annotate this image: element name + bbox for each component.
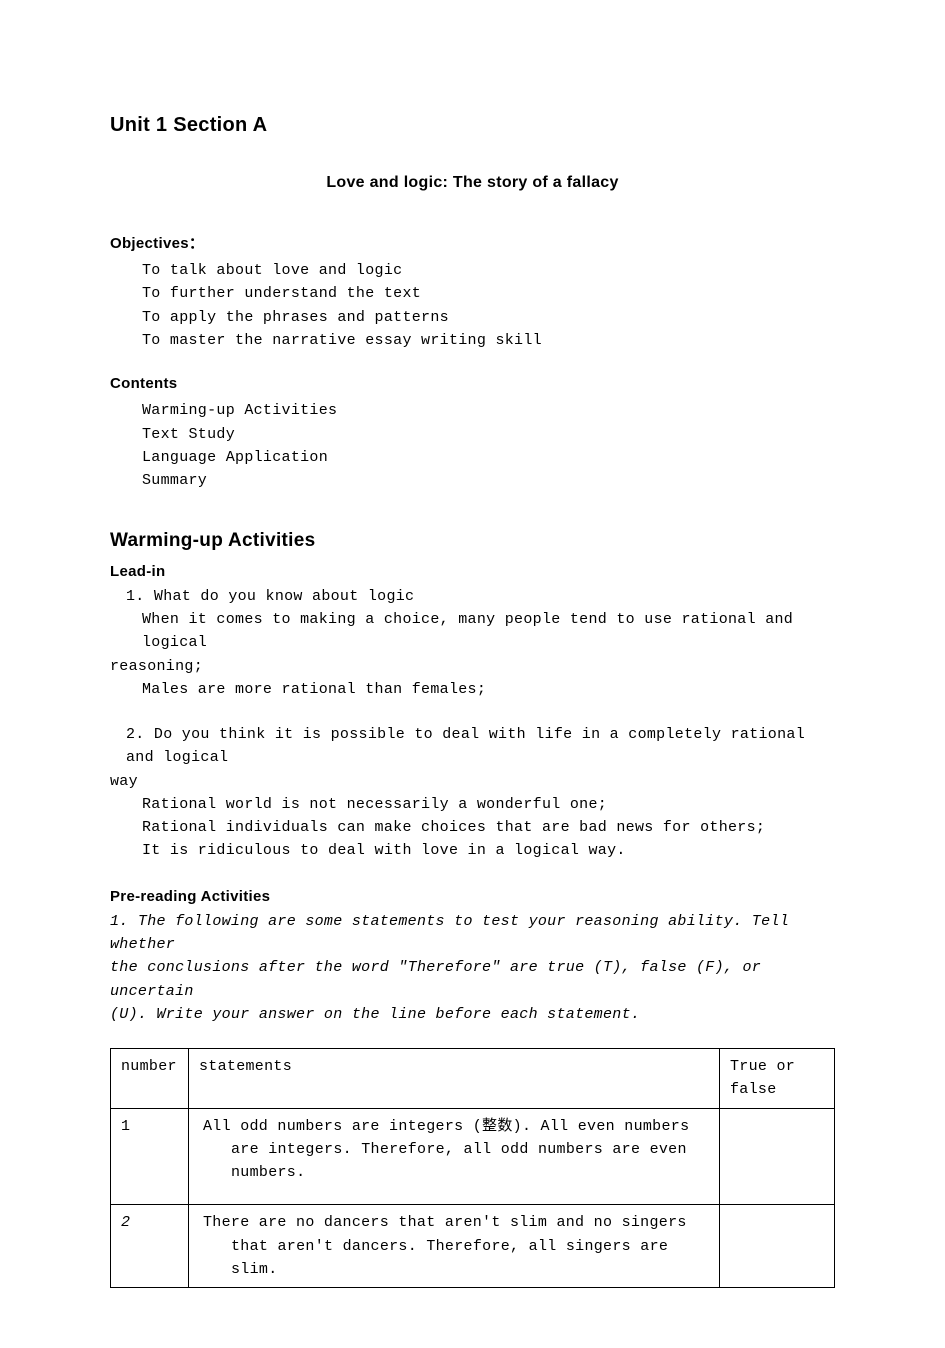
objectives-heading: Objectives： (110, 232, 835, 255)
leadin-q1-line: When it comes to making a choice, many p… (110, 608, 835, 655)
leadin-q2-line: It is ridiculous to deal with love in a … (110, 839, 835, 862)
leadin-q2-label: 2. Do you think it is possible to deal w… (110, 723, 835, 770)
table-row: 2 There are no dancers that aren't slim … (111, 1205, 835, 1288)
leadin-q2-line: Rational world is not necessarily a wond… (110, 793, 835, 816)
leadin-q2-line: Rational individuals can make choices th… (110, 816, 835, 839)
stmt-line: numbers. (203, 1161, 709, 1184)
contents-item: Warming-up Activities (110, 399, 835, 422)
prereading-intro-line: (U). Write your answer on the line befor… (110, 1003, 835, 1026)
stmt-line: are integers. Therefore, all odd numbers… (203, 1138, 709, 1161)
contents-item: Summary (110, 469, 835, 492)
subtitle: Love and logic: The story of a fallacy (110, 171, 835, 196)
stmt-line: that aren't dancers. Therefore, all sing… (203, 1235, 709, 1282)
table-row: 1 All odd numbers are integers (整数). All… (111, 1108, 835, 1205)
leadin-q1-line: reasoning; (110, 655, 835, 678)
row-tf (720, 1205, 835, 1288)
objectives-item: To apply the phrases and patterns (110, 306, 835, 329)
objectives-item: To further understand the text (110, 282, 835, 305)
prereading-heading: Pre-reading Activities (110, 885, 835, 908)
leadin-q2-block: 2. Do you think it is possible to deal w… (110, 723, 835, 863)
row-number: 2 (111, 1205, 189, 1288)
leadin-q1-label: 1. What do you know about logic (110, 585, 835, 608)
objectives-item: To talk about love and logic (110, 259, 835, 282)
prereading-intro-line: 1. The following are some statements to … (110, 910, 835, 957)
stmt-line: There are no dancers that aren't slim an… (203, 1211, 709, 1234)
header-tf: True or false (720, 1049, 835, 1109)
row-number: 1 (111, 1108, 189, 1205)
leadin-q2-label-cont: way (110, 770, 835, 793)
contents-heading: Contents (110, 372, 835, 395)
stmt-line: All odd numbers are integers (整数). All e… (203, 1115, 709, 1138)
leadin-q1-line: Males are more rational than females; (110, 678, 835, 701)
leadin-heading: Lead-in (110, 560, 835, 583)
row-spacer (203, 1184, 709, 1198)
header-statements: statements (189, 1049, 720, 1109)
unit-title: Unit 1 Section A (110, 110, 835, 141)
contents-block: Contents Warming-up Activities Text Stud… (110, 372, 835, 492)
table-header-row: number statements True or false (111, 1049, 835, 1109)
warming-up-heading: Warming-up Activities (110, 526, 835, 555)
objectives-block: Objectives： To talk about love and logic… (110, 232, 835, 352)
contents-item: Language Application (110, 446, 835, 469)
row-statement: All odd numbers are integers (整数). All e… (189, 1108, 720, 1205)
row-tf (720, 1108, 835, 1205)
contents-item: Text Study (110, 423, 835, 446)
row-statement: There are no dancers that aren't slim an… (189, 1205, 720, 1288)
objectives-item: To master the narrative essay writing sk… (110, 329, 835, 352)
header-number: number (111, 1049, 189, 1109)
prereading-intro-line: the conclusions after the word "Therefor… (110, 956, 835, 1003)
leadin-q1-block: 1. What do you know about logic When it … (110, 585, 835, 701)
reasoning-table: number statements True or false 1 All od… (110, 1048, 835, 1288)
